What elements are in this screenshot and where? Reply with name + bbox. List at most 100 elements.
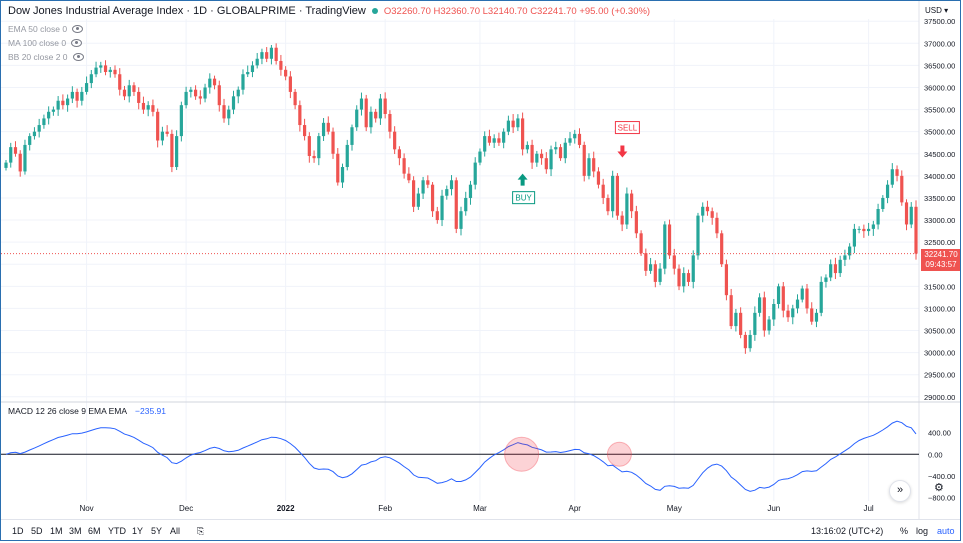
date-range-icon[interactable]: ⎘ [197,526,205,536]
eye-icon[interactable] [72,25,84,33]
range-5d-button[interactable]: 5D [31,526,43,536]
auto-toggle[interactable]: auto [937,526,955,536]
macd-tick-label: 0.00 [928,450,943,459]
y-tick-label: 31500.00 [924,282,955,291]
candle-body [914,206,918,254]
candle-body [241,74,245,90]
gear-icon[interactable]: ⚙ [934,482,944,494]
candle-body [274,47,278,61]
candle-body [862,228,866,232]
eye-icon[interactable] [72,53,84,61]
candle-body [302,125,307,137]
range-3m-button[interactable]: 3M [69,526,82,536]
candle-body [691,255,695,282]
candle-body [32,131,37,137]
candle-body [810,308,814,322]
x-tick-label: May [667,504,682,513]
range-all-button[interactable]: All [170,526,181,536]
x-tick-label: Apr [569,504,582,513]
macd-tick-label: 400.00 [928,429,951,438]
log-toggle[interactable]: log [916,526,929,536]
macd-legend[interactable]: MACD 12 26 close 9 EMA EMA −235.91 [8,406,166,416]
eye-icon[interactable] [71,39,83,47]
percent-toggle[interactable]: % [900,526,909,536]
candle-body [833,264,838,274]
indicator-ma[interactable]: MA 100 close 0 [8,38,83,48]
candle-body [9,147,13,163]
candle-body [667,224,672,256]
y-tick-label: 33500.00 [924,194,955,203]
candle-body [558,147,563,159]
candle-body [786,310,790,318]
candle-body [288,76,292,92]
macd-tick-label: −400.00 [928,472,955,481]
candle-body [340,167,345,183]
candle-body [454,180,458,229]
candle-body [236,89,240,97]
candle-body [103,65,108,73]
candle-body [554,147,558,150]
range-1m-button[interactable]: 1M [50,526,63,536]
candle-body [573,133,577,139]
range-ytd-button[interactable]: YTD [108,526,126,536]
candle-body [867,228,871,232]
candle-body [696,215,700,256]
candle-body [336,153,340,183]
candle-body [539,153,544,159]
candle-body [876,209,880,225]
candle-body [127,85,131,97]
candle-body [525,144,529,150]
candle-body [222,105,226,119]
candle-body [156,111,160,141]
candle-body [331,131,335,154]
candle-body [881,197,885,209]
candle-body [326,122,330,132]
candle-body [710,211,714,218]
sell-label: SELL [618,124,638,133]
indicator-bb[interactable]: BB 20 close 2 0 [8,52,84,62]
currency-selector[interactable]: USD ▾ [925,6,948,15]
candle-body [416,193,420,207]
candle-body [374,111,378,119]
candle-body [113,69,117,75]
candle-body [421,180,425,194]
candle-body [843,255,847,260]
candle-body [94,67,98,75]
candle-body [260,52,264,59]
candle-body [212,78,217,86]
candle-body [464,197,468,212]
y-tick-label: 33000.00 [924,216,955,225]
candle-body [293,91,297,106]
candle-body [108,69,112,73]
range-1d-button[interactable]: 1D [12,526,24,536]
candle-body [909,206,913,225]
candle-body [767,319,771,331]
candle-body [217,85,221,106]
candle-body [511,120,515,128]
symbol-title[interactable]: Dow Jones Industrial Average Index · 1D … [8,5,366,17]
candle-body [255,58,259,66]
candle-body [355,109,359,128]
range-5y-button[interactable]: 5Y [151,526,163,536]
candle-body [13,147,18,154]
candle-body [468,184,473,198]
candle-body [449,180,454,190]
candle-body [317,136,321,159]
candle-body [193,89,198,97]
clock-readout[interactable]: 13:16:02 (UTC+2) [811,526,884,536]
candle-body [175,136,179,168]
indicator-ema-label: EMA 50 close 0 [8,24,68,34]
ohlc-readout: O32260.70 H32360.70 L32140.70 C32241.70 … [383,5,651,17]
candle-body [279,60,283,70]
candle-body [189,89,193,92]
indicator-ema[interactable]: EMA 50 close 0 [8,24,84,34]
macd-tick-label: −800.00 [928,494,955,503]
candle-body [506,120,510,132]
candle-body [890,169,894,185]
candle-body [170,133,174,168]
buy-arrow-icon [517,173,528,186]
scroll-to-realtime-button[interactable]: » [889,480,911,502]
range-1y-button[interactable]: 1Y [132,526,144,536]
range-6m-button[interactable]: 6M [88,526,101,536]
